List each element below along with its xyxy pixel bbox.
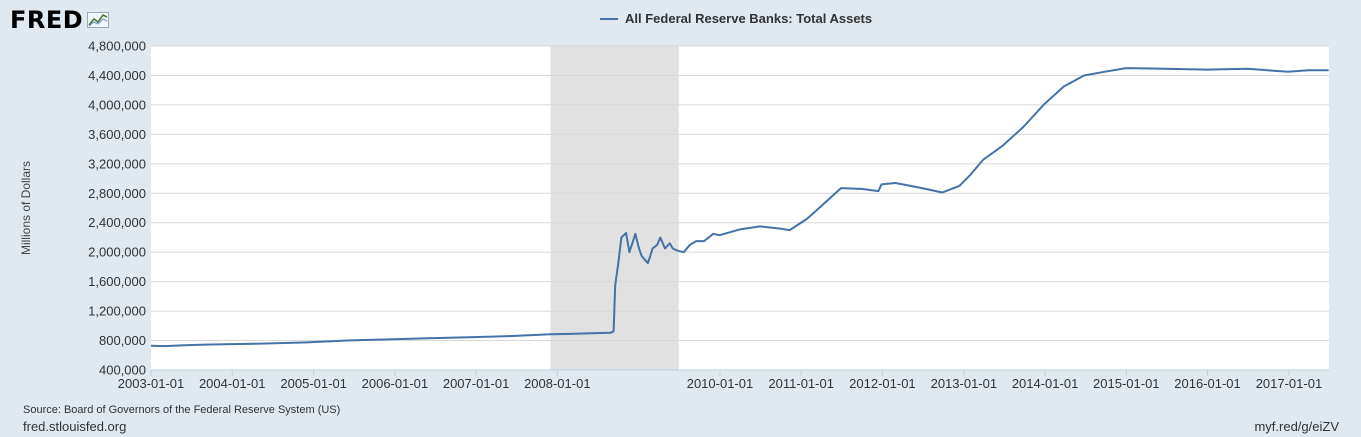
x-tick-label: 2013-01-01: [931, 376, 998, 391]
series-line-total-assets[interactable]: [150, 67, 1329, 348]
plot-area: [151, 46, 1329, 370]
x-tick-label: 2012-01-01: [849, 376, 916, 391]
y-tick-label: 3,600,000: [88, 127, 146, 142]
y-tick-label: 3,200,000: [88, 156, 146, 171]
x-tick-label: 2014-01-01: [1012, 376, 1079, 391]
y-tick-label: 800,000: [99, 333, 146, 348]
short-url-link[interactable]: myf.red/g/eiZV: [1254, 419, 1339, 434]
legend-swatch: [600, 17, 618, 20]
x-tick-label: 2017-01-01: [1256, 376, 1323, 391]
x-tick-label: 2010-01-01: [687, 376, 754, 391]
y-tick-label: 1,600,000: [88, 274, 146, 289]
y-tick-label: 400,000: [99, 363, 146, 378]
y-tick-label: 4,400,000: [88, 68, 146, 83]
x-tick-label: 2008-01-01: [524, 376, 591, 391]
x-tick-label: 2007-01-01: [443, 376, 510, 391]
source-note: Source: Board of Governors of the Federa…: [23, 404, 341, 416]
legend-label: All Federal Reserve Banks: Total Assets: [625, 11, 873, 26]
y-tick-label: 1,200,000: [88, 304, 146, 319]
x-tick-label: 2005-01-01: [280, 376, 347, 391]
chart-legend[interactable]: All Federal Reserve Banks: Total Assets: [600, 11, 872, 26]
y-axis-label: Millions of Dollars: [19, 161, 33, 255]
x-tick-label: 2011-01-01: [768, 376, 834, 391]
y-tick-label: 2,000,000: [88, 245, 146, 260]
y-axis-ticks: 400,000 800,000 1,200,000 1,600,000 2,000,00…: [88, 39, 146, 378]
site-link[interactable]: fred.stlouisfed.org: [23, 419, 127, 434]
x-tick-label: 2015-01-01: [1093, 376, 1160, 391]
x-axis-ticks: 2003-01-01 2004-01-01 2005-01-01 2006-01-01…: [118, 370, 1322, 391]
chart-line-icon: [87, 12, 110, 28]
y-tick-label: 4,000,000: [88, 97, 146, 112]
x-tick-label: 2006-01-01: [362, 376, 429, 391]
y-tick-label: 4,800,000: [88, 39, 146, 54]
y-tick-label: 2,400,000: [88, 215, 146, 230]
x-tick-label: 2004-01-01: [199, 376, 266, 391]
x-tick-label: 2003-01-01: [118, 376, 185, 391]
logo-text: FRED: [10, 6, 84, 34]
fred-logo[interactable]: FRED: [10, 6, 110, 34]
y-tick-label: 2,800,000: [88, 186, 146, 201]
x-tick-label: 2016-01-01: [1174, 376, 1241, 391]
